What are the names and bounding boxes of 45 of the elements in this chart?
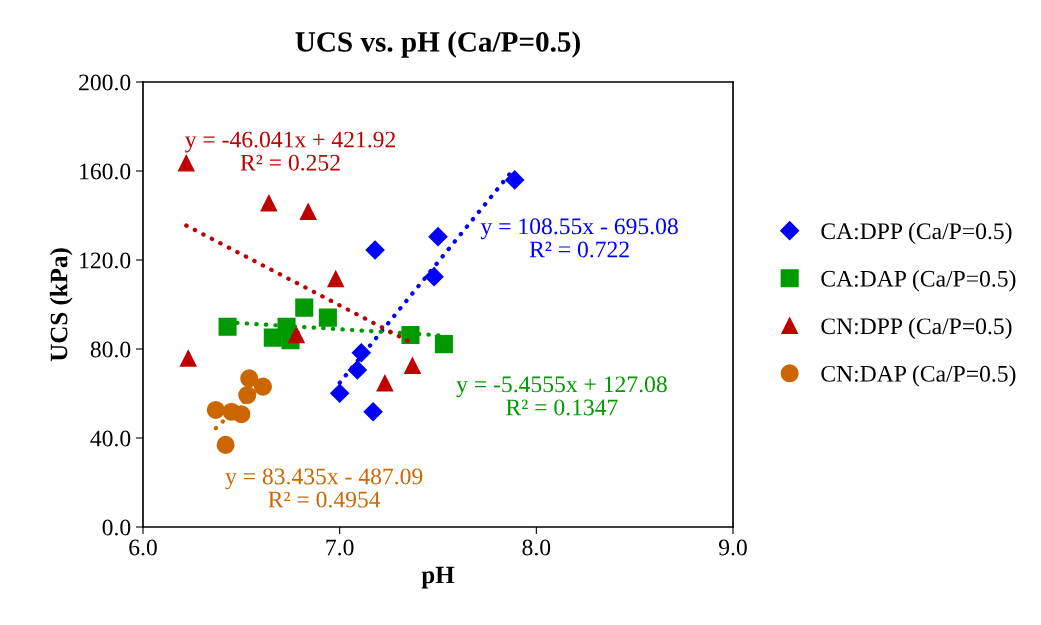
point	[240, 369, 259, 388]
y-tick-label: 40.0	[90, 430, 131, 447]
x-tick-label: 7.0	[326, 539, 354, 556]
legend-label: CA:DPP (Ca/P=0.5)	[821, 222, 1012, 244]
y-tick-label: 120.0	[80, 252, 131, 269]
annotation: y = -5.4555x + 127.08 R² = 0.1347	[456, 376, 667, 416]
point	[299, 203, 317, 221]
point	[330, 383, 350, 403]
y-tick-label: 160.0	[80, 163, 131, 180]
point	[206, 400, 225, 419]
x-tick-label: 8.0	[522, 539, 551, 556]
point	[318, 308, 337, 327]
point	[232, 405, 251, 424]
y-tick-label: 200.0	[79, 74, 131, 91]
annotation: y = 83.435x - 487.09 R² = 0.4954	[225, 468, 423, 508]
point	[295, 298, 314, 317]
point	[404, 357, 421, 375]
point	[424, 267, 444, 287]
point	[347, 360, 367, 380]
annotation: y = 108.55x - 695.08 R² = 0.722	[480, 218, 678, 258]
y-tick-label: 0.0	[102, 519, 131, 536]
point	[253, 377, 272, 396]
point	[216, 435, 235, 454]
point	[218, 317, 237, 336]
annotation: y = -46.041x + 421.92 R² = 0.252	[185, 131, 395, 171]
point	[376, 374, 394, 392]
y-axis-title: UCS (kPa)	[49, 248, 73, 362]
legend-label: CN:DPP (Ca/P=0.5)	[821, 317, 1012, 340]
x-tick-label: 6.0	[129, 539, 157, 556]
point	[434, 335, 453, 354]
x-axis-title: pH	[421, 566, 455, 589]
chart-title: UCS vs. pH (Ca/P=0.5)	[295, 31, 580, 58]
point	[363, 402, 383, 422]
point	[288, 326, 305, 344]
point	[505, 170, 525, 190]
legend-label: CA:DAP (Ca/P=0.5)	[821, 270, 1016, 292]
point	[428, 227, 448, 247]
x-tick-label: 9.0	[719, 539, 747, 556]
point	[177, 154, 195, 172]
y-tick-label: 80.0	[90, 341, 131, 358]
point	[327, 270, 345, 288]
point	[365, 240, 385, 260]
point	[179, 350, 197, 367]
point	[260, 194, 278, 212]
legend-label: CN:DAP (Ca/P=0.5)	[821, 365, 1016, 387]
